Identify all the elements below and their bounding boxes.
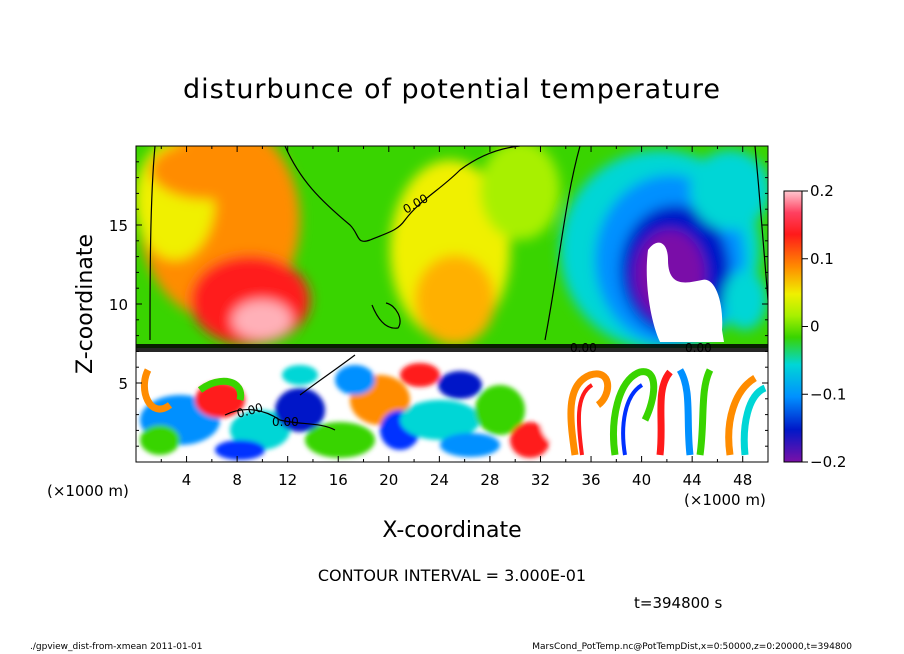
white-pocket: [646, 242, 724, 342]
colorbar: [783, 190, 803, 463]
lower-blobs: [140, 363, 580, 460]
colorbar-tick-label: 0.1: [810, 250, 834, 268]
y-tick-label: 10: [109, 296, 128, 314]
contour-label: 0.00: [235, 400, 264, 420]
y-tick-label: 15: [109, 217, 128, 235]
x-tick-label: 16: [329, 471, 348, 489]
x-tick-label: 44: [683, 471, 702, 489]
footer-left: ./gpview_dist-from-xmean 2011-01-01: [30, 642, 203, 652]
contour-label: 0.00: [272, 415, 299, 429]
chart-title: disturbunce of potential temperature: [183, 74, 721, 105]
contour-label: 0.00: [685, 341, 712, 355]
x-tick-label: 28: [480, 471, 499, 489]
x-tick-label: 24: [430, 471, 449, 489]
zero-contours: [149, 146, 768, 431]
time-label: t=394800 s: [634, 594, 723, 612]
x-tick-label: 48: [733, 471, 752, 489]
y-axis-label: Z-coordinate: [73, 234, 98, 374]
heatmap-field: [136, 146, 768, 462]
x-tick-label: 4: [182, 471, 192, 489]
y-axis: 5 10 15: [109, 145, 768, 463]
colorbar-tick-label: 0.2: [810, 182, 834, 200]
colorbar-tick-label: −0.2: [810, 453, 846, 471]
x-tick-label: 8: [232, 471, 242, 489]
contour-interval: CONTOUR INTERVAL = 3.000E-01: [317, 566, 587, 585]
x-tick-label: 12: [278, 471, 297, 489]
x-tick-label: 20: [379, 471, 398, 489]
x-unit-right: (×1000 m): [684, 491, 766, 509]
x-tick-label: 32: [531, 471, 550, 489]
x-unit-left: (×1000 m): [47, 482, 129, 500]
colorbar-ticks: 0.2 0.1 0 −0.1 −0.2: [802, 182, 846, 471]
footer-right: MarsCond_PotTemp.nc@PotTempDist,x=0:5000…: [532, 642, 852, 652]
x-axis-label: X-coordinate: [382, 518, 521, 543]
interface-band: [136, 344, 768, 352]
colorbar-tick-label: −0.1: [810, 385, 846, 403]
colorbar-tick-label: 0: [810, 318, 820, 336]
x-tick-label: 36: [581, 471, 600, 489]
plume-swirls: [140, 368, 767, 456]
contour-label: 0.00: [570, 341, 597, 355]
x-tick-label: 40: [632, 471, 651, 489]
y-tick-label: 5: [118, 375, 128, 393]
